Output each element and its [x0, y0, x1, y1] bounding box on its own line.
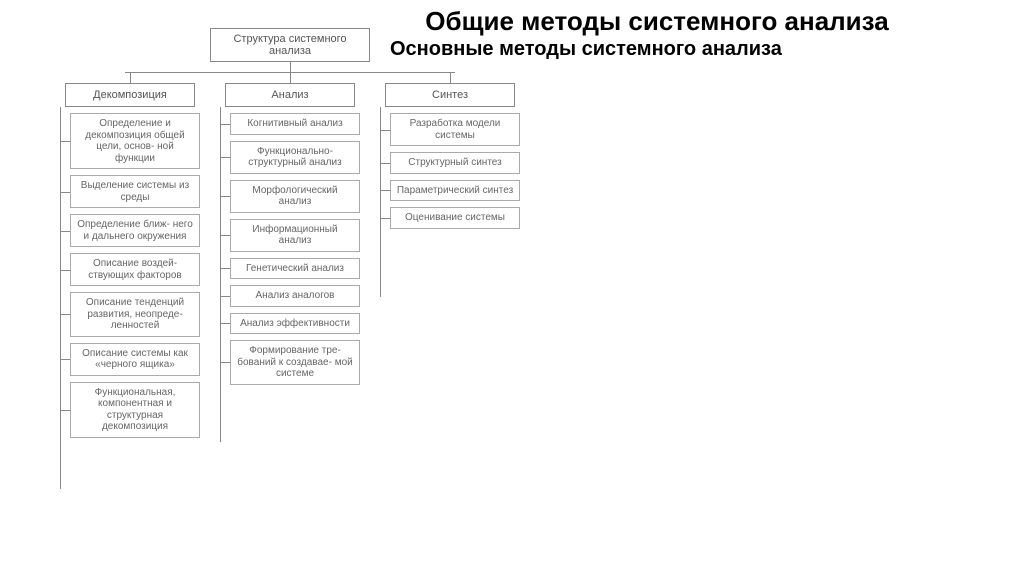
leaf-box: Выделение системы из среды — [70, 175, 200, 208]
tree-root: Структура системного анализа — [210, 28, 370, 62]
connector-rail — [380, 107, 390, 229]
tree-branch: Декомпозиция Определение и декомпозиция о… — [60, 73, 200, 438]
connector — [220, 235, 230, 236]
branch-row: Декомпозиция Определение и декомпозиция о… — [60, 73, 520, 438]
leaf-item: Формирование тре- бований к создавае- мо… — [230, 340, 360, 385]
connector — [60, 107, 61, 489]
leaf-item: Описание воздей- ствующих факторов — [70, 253, 200, 286]
leaf-box: Морфологический анализ — [230, 180, 360, 213]
leaf-item: Функциональная, компонентная и структурн… — [70, 382, 200, 438]
leaf-item: Определение и декомпозиция общей цели, о… — [70, 113, 200, 169]
connector — [60, 141, 70, 142]
leaf-list: Разработка модели системы Структурный син… — [390, 107, 520, 229]
connector — [220, 124, 230, 125]
leaf-item: Оценивание системы — [390, 207, 520, 229]
connector — [60, 231, 70, 232]
leaf-box: Описание тенденций развития, неопреде- л… — [70, 292, 200, 337]
leaf-box: Структурный синтез — [390, 152, 520, 174]
connector — [220, 323, 230, 324]
connector — [60, 359, 70, 360]
branch-head: Анализ — [225, 83, 355, 107]
connector — [60, 410, 70, 411]
connector — [380, 163, 390, 164]
connector — [220, 362, 230, 363]
leaf-item: Информационный анализ — [230, 219, 360, 252]
leaf-box: Информационный анализ — [230, 219, 360, 252]
leaf-box: Формирование тре- бований к создавае- мо… — [230, 340, 360, 385]
leaf-box: Параметрический синтез — [390, 180, 520, 202]
connector — [60, 314, 70, 315]
leaf-box: Когнитивный анализ — [230, 113, 360, 135]
leaf-box: Описание системы как «черного ящика» — [70, 343, 200, 376]
connector-rail — [220, 107, 230, 385]
leaf-box: Функциональная, компонентная и структурн… — [70, 382, 200, 438]
leaf-item: Параметрический синтез — [390, 180, 520, 202]
connector — [290, 73, 291, 83]
leaf-item: Генетический анализ — [230, 258, 360, 280]
leaf-item: Разработка модели системы — [390, 113, 520, 146]
leaf-item: Анализ эффективности — [230, 313, 360, 335]
leaf-box: Генетический анализ — [230, 258, 360, 280]
connector — [60, 192, 70, 193]
connector — [380, 107, 381, 297]
tree-branch: Анализ Когнитивный анализ Функционально- с… — [220, 73, 360, 438]
leaf-wrap: Когнитивный анализ Функционально- структу… — [220, 107, 360, 385]
leaf-box: Анализ аналогов — [230, 285, 360, 307]
leaf-box: Анализ эффективности — [230, 313, 360, 335]
leaf-item: Когнитивный анализ — [230, 113, 360, 135]
leaf-item: Анализ аналогов — [230, 285, 360, 307]
leaf-box: Определение ближ- него и дальнего окруже… — [70, 214, 200, 247]
leaf-list: Когнитивный анализ Функционально- структу… — [230, 107, 360, 385]
connector-rail — [60, 107, 70, 438]
leaf-box: Разработка модели системы — [390, 113, 520, 146]
leaf-item: Выделение системы из среды — [70, 175, 200, 208]
branch-head: Синтез — [385, 83, 515, 107]
leaf-item: Структурный синтез — [390, 152, 520, 174]
leaf-item: Определение ближ- него и дальнего окруже… — [70, 214, 200, 247]
connector — [220, 268, 230, 269]
leaf-item: Морфологический анализ — [230, 180, 360, 213]
connector — [290, 62, 291, 72]
leaf-box: Определение и декомпозиция общей цели, о… — [70, 113, 200, 169]
leaf-wrap: Разработка модели системы Структурный син… — [380, 107, 520, 229]
leaf-box: Описание воздей- ствующих факторов — [70, 253, 200, 286]
leaf-item: Описание системы как «черного ящика» — [70, 343, 200, 376]
connector — [220, 157, 230, 158]
leaf-item: Функционально- структурный анализ — [230, 141, 360, 174]
connector — [380, 130, 390, 131]
connector — [220, 196, 230, 197]
connector — [380, 218, 390, 219]
leaf-wrap: Определение и декомпозиция общей цели, о… — [60, 107, 200, 438]
leaf-box: Оценивание системы — [390, 207, 520, 229]
connector — [450, 73, 451, 83]
leaf-item: Описание тенденций развития, неопреде- л… — [70, 292, 200, 337]
connector — [60, 270, 70, 271]
branch-head: Декомпозиция — [65, 83, 195, 107]
leaf-box: Функционально- структурный анализ — [230, 141, 360, 174]
tree-branch: Синтез Разработка модели системы Структурн… — [380, 73, 520, 438]
connector — [380, 190, 390, 191]
leaf-list: Определение и декомпозиция общей цели, о… — [70, 107, 200, 438]
connector — [220, 296, 230, 297]
tree-diagram: Структура системного анализа Декомпозици… — [60, 28, 520, 438]
connector — [130, 73, 131, 83]
